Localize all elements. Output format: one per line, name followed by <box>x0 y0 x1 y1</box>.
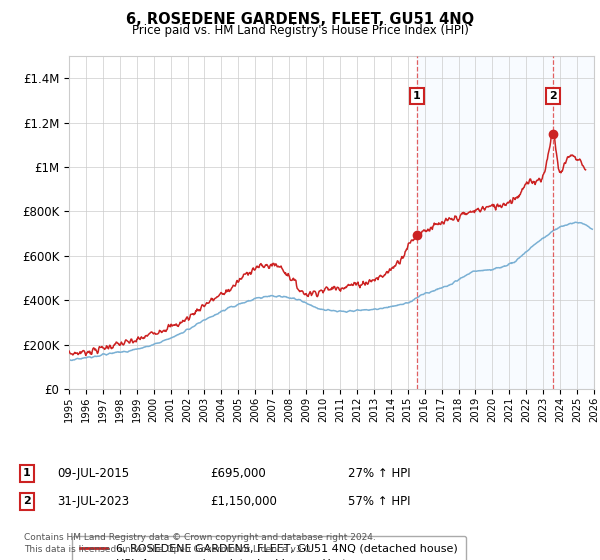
Text: 57% ↑ HPI: 57% ↑ HPI <box>348 494 410 508</box>
Legend: 6, ROSEDENE GARDENS, FLEET, GU51 4NQ (detached house), HPI: Average price, detac: 6, ROSEDENE GARDENS, FLEET, GU51 4NQ (de… <box>72 536 466 560</box>
Bar <box>417 56 594 389</box>
Text: 1: 1 <box>413 91 421 101</box>
Text: 27% ↑ HPI: 27% ↑ HPI <box>348 466 410 480</box>
Text: 6, ROSEDENE GARDENS, FLEET, GU51 4NQ: 6, ROSEDENE GARDENS, FLEET, GU51 4NQ <box>126 12 474 27</box>
Text: 09-JUL-2015: 09-JUL-2015 <box>57 466 129 480</box>
Text: 2: 2 <box>23 496 31 506</box>
Text: Price paid vs. HM Land Registry's House Price Index (HPI): Price paid vs. HM Land Registry's House … <box>131 24 469 36</box>
Text: £695,000: £695,000 <box>210 466 266 480</box>
Text: Contains HM Land Registry data © Crown copyright and database right 2024.
This d: Contains HM Land Registry data © Crown c… <box>24 533 376 554</box>
Text: 2: 2 <box>549 91 557 101</box>
Text: 31-JUL-2023: 31-JUL-2023 <box>57 494 129 508</box>
Text: 1: 1 <box>23 468 31 478</box>
Text: £1,150,000: £1,150,000 <box>210 494 277 508</box>
